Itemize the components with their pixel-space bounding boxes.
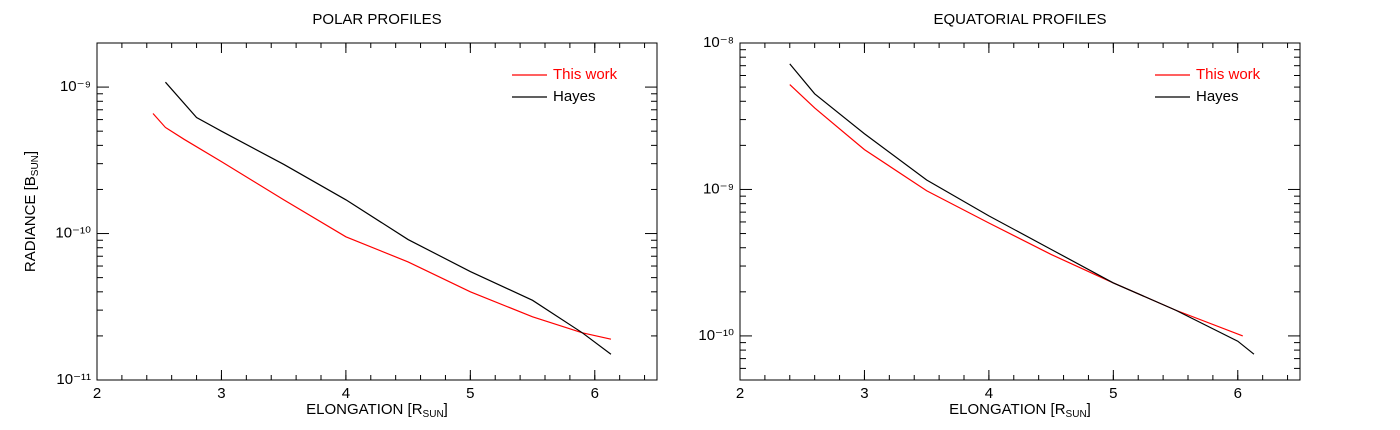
y-axis-label-part: ] xyxy=(22,151,39,155)
y-tick-label: 10⁻¹⁰ xyxy=(698,327,734,344)
chart: POLAR PROFILES 2 3 4 5 6 10⁻¹¹ 10⁻¹⁰ 10⁻⁹ ELONGAT… xyxy=(22,11,658,420)
x-tick-label: 2 xyxy=(93,385,101,402)
plot-frame xyxy=(739,42,1301,381)
x-axis-label: ELONGATION [RSUN] xyxy=(949,401,1091,420)
x-tick-label: 3 xyxy=(860,385,868,402)
chart-title: POLAR PROFILES xyxy=(312,11,441,28)
x-axis-label-part: ] xyxy=(1087,401,1091,418)
chart-title: EQUATORIAL PROFILES xyxy=(933,11,1106,28)
y-tick-label: 10⁻¹¹ xyxy=(56,371,91,388)
legend-label: This work xyxy=(553,66,618,83)
x-axis-label-part: ELONGATION [R xyxy=(949,401,1066,418)
legend-label: This work xyxy=(1196,66,1261,83)
x-tick-label: 5 xyxy=(466,385,474,402)
data-line xyxy=(789,84,1243,337)
y-axis-label-part: SUN xyxy=(30,155,41,176)
legend-label: Hayes xyxy=(1196,88,1239,105)
x-axis-label: ELONGATION [RSUN] xyxy=(306,401,448,420)
x-tick-label: 6 xyxy=(1234,385,1242,402)
data-line xyxy=(789,63,1255,355)
data-line xyxy=(152,113,612,340)
x-axis-label-part: SUN xyxy=(1066,409,1087,420)
y-axis-label-part: RADIANCE [B xyxy=(22,176,39,272)
legend-label: Hayes xyxy=(553,88,596,105)
x-tick-label: 2 xyxy=(736,385,744,402)
x-tick-label: 5 xyxy=(1109,385,1117,402)
data-line xyxy=(164,81,612,355)
y-tick-label: 10⁻⁸ xyxy=(703,34,734,51)
plot-frame xyxy=(96,42,658,381)
y-axis-label: RADIANCE [BSUN] xyxy=(22,151,41,272)
x-tick-label: 4 xyxy=(985,385,993,402)
y-tick-label: 10⁻⁹ xyxy=(703,180,734,197)
y-tick-label: 10⁻¹⁰ xyxy=(55,225,91,242)
x-tick-label: 4 xyxy=(342,385,350,402)
x-axis-label-part: ELONGATION [R xyxy=(306,401,423,418)
x-axis-label-part: ] xyxy=(444,401,448,418)
x-axis-label-part: SUN xyxy=(423,409,444,420)
x-tick-label: 3 xyxy=(217,385,225,402)
y-tick-label: 10⁻⁹ xyxy=(60,78,91,95)
chart: EQUATORIAL PROFILES 2 3 4 5 6 10⁻¹⁰ 10⁻⁹ 10⁻⁸ ELO… xyxy=(698,11,1301,420)
x-tick-label: 6 xyxy=(591,385,599,402)
